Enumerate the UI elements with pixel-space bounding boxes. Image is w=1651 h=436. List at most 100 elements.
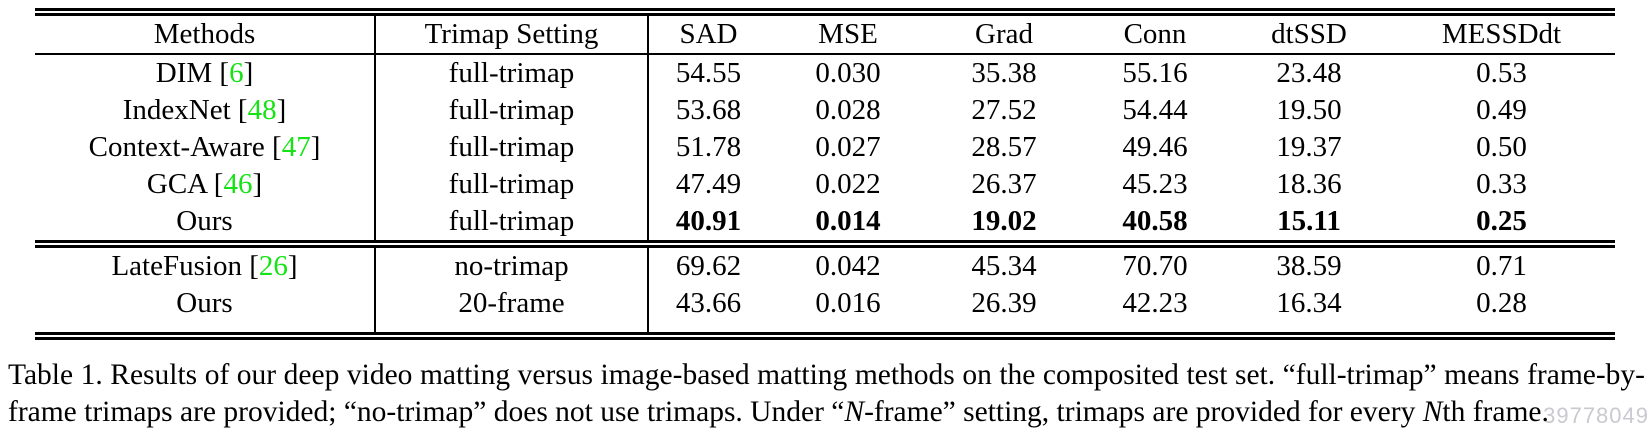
column-header-mse: MSE (768, 12, 928, 55)
value-cell-conn: 55.16 (1122, 57, 1188, 89)
method-name: LateFusion (111, 250, 242, 282)
method-name: Ours (176, 287, 233, 319)
value-cell-grad: 26.39 (971, 287, 1037, 319)
caption-line-2: frame trimaps are provided; “no-trimap” … (8, 394, 1645, 431)
value-cell-dtssd: 19.37 (1276, 131, 1342, 163)
value-cell-mse: 0.022 (815, 168, 881, 200)
value-cell-conn: 40.58 (1080, 203, 1230, 248)
table-caption: Table 1. Results of our deep video matti… (8, 357, 1645, 431)
value-cell-grad: 45.34 (971, 250, 1037, 282)
method-name: Context-Aware (88, 131, 265, 163)
value-cell-mse: 0.028 (815, 94, 881, 126)
cite-open-bracket: [ (230, 94, 248, 126)
method-cell: DIM [6] (35, 54, 376, 92)
value-cell-grad: 27.52 (971, 94, 1037, 126)
caption-text: frame trimaps are provided; “no-trimap” … (8, 396, 845, 428)
column-header-trimap-setting: Trimap Setting (375, 12, 649, 55)
value-cell-messddt: 0.71 (1476, 250, 1527, 282)
trimap-cell: 20-frame (375, 285, 649, 336)
trimap-cell: full-trimap (375, 129, 649, 166)
value-cell-sad: 53.68 (675, 94, 742, 126)
cite-close-bracket: ] (310, 131, 321, 163)
caption-text: -frame” setting, trimaps are provided fo… (864, 396, 1423, 428)
method-cell: IndexNet [48] (35, 92, 376, 129)
value-cell-dtssd: 16.34 (1276, 287, 1342, 319)
value-cell-sad: 54.55 (675, 57, 742, 89)
value-cell-dtssd: 19.50 (1276, 94, 1342, 126)
value-cell-sad: 51.78 (675, 131, 742, 163)
value-cell-sad: 43.66 (675, 287, 742, 319)
value-cell-conn: 49.46 (1122, 131, 1188, 163)
table-row: GCA [46] full-trimap 47.49 0.022 26.37 4… (35, 166, 1615, 203)
cite-close-bracket: ] (243, 57, 254, 89)
csdn-watermark: 39778049 (1543, 403, 1649, 428)
table-row: Context-Aware [47] full-trimap 51.78 0.0… (35, 129, 1615, 166)
column-header-grad: Grad (928, 12, 1080, 55)
column-header-conn: Conn (1080, 12, 1230, 55)
citation-link[interactable]: 47 (281, 131, 311, 163)
table-row-ours-full-trimap: Ours full-trimap 40.91 0.014 19.02 40.58… (35, 203, 1615, 248)
cite-open-bracket: [ (241, 250, 259, 282)
value-cell-grad: 28.57 (971, 131, 1037, 163)
results-table: Methods Trimap Setting SAD MSE Grad Conn… (35, 8, 1615, 340)
value-cell-grad: 26.37 (971, 168, 1037, 200)
trimap-cell: full-trimap (375, 54, 649, 92)
value-cell-mse: 0.042 (815, 250, 881, 282)
value-cell-conn: 42.23 (1122, 287, 1188, 319)
method-name: IndexNet (122, 94, 231, 126)
value-cell-mse: 0.027 (815, 131, 881, 163)
cite-close-bracket: ] (252, 168, 263, 200)
method-cell: Context-Aware [47] (35, 129, 376, 166)
value-cell-conn: 54.44 (1122, 94, 1188, 126)
value-cell-grad: 35.38 (971, 57, 1037, 89)
column-header-methods: Methods (35, 12, 376, 55)
method-name: Ours (176, 205, 233, 237)
value-cell-dtssd: 18.36 (1276, 168, 1342, 200)
value-cell-sad: 69.62 (675, 250, 742, 282)
value-cell-mse: 0.016 (815, 287, 881, 319)
header-row: Methods Trimap Setting SAD MSE Grad Conn… (35, 12, 1615, 55)
trimap-cell: full-trimap (375, 166, 649, 203)
caption-line-1: Table 1. Results of our deep video matti… (8, 357, 1645, 394)
method-cell: Ours (35, 203, 376, 248)
value-cell-messddt: 0.25 (1388, 203, 1615, 248)
column-header-dtssd: dtSSD (1230, 12, 1388, 55)
value-cell-dtssd: 38.59 (1276, 250, 1342, 282)
method-name: GCA (146, 168, 207, 200)
value-cell-sad: 40.91 (648, 203, 768, 248)
caption-text: Table 1. Results of our deep video matti… (8, 359, 1645, 391)
column-header-messddt: MESSDdt (1388, 12, 1615, 55)
value-cell-messddt: 0.49 (1476, 94, 1527, 126)
caption-math-n: N (844, 396, 865, 428)
citation-link[interactable]: 46 (223, 168, 253, 200)
value-cell-conn: 70.70 (1122, 250, 1188, 282)
cite-open-bracket: [ (264, 131, 282, 163)
value-cell-sad: 47.49 (675, 168, 742, 200)
method-cell: Ours (35, 285, 376, 336)
trimap-cell: full-trimap (375, 92, 649, 129)
method-cell: LateFusion [26] (35, 244, 376, 285)
value-cell-conn: 45.23 (1122, 168, 1188, 200)
citation-link[interactable]: 48 (247, 94, 277, 126)
cite-close-bracket: ] (287, 250, 298, 282)
value-cell-messddt: 0.28 (1476, 287, 1527, 319)
caption-text: th frame. (1442, 396, 1549, 428)
table-row-ours-20-frame: Ours 20-frame 43.66 0.016 26.39 42.23 16… (35, 285, 1615, 336)
trimap-cell: no-trimap (375, 244, 649, 285)
value-cell-messddt: 0.33 (1476, 168, 1527, 200)
caption-math-n: N (1422, 396, 1443, 428)
value-cell-messddt: 0.50 (1476, 131, 1527, 163)
value-cell-dtssd: 15.11 (1230, 203, 1388, 248)
cite-open-bracket: [ (212, 57, 230, 89)
citation-link[interactable]: 26 (258, 250, 288, 282)
cite-open-bracket: [ (206, 168, 224, 200)
method-cell: GCA [46] (35, 166, 376, 203)
value-cell-dtssd: 23.48 (1276, 57, 1342, 89)
table-row: DIM [6] full-trimap 54.55 0.030 35.38 55… (35, 54, 1615, 92)
trimap-cell: full-trimap (375, 203, 649, 248)
citation-link[interactable]: 6 (229, 57, 244, 89)
column-header-sad: SAD (648, 12, 768, 55)
cite-close-bracket: ] (276, 94, 287, 126)
value-cell-grad: 19.02 (928, 203, 1080, 248)
value-cell-mse: 0.014 (768, 203, 928, 248)
